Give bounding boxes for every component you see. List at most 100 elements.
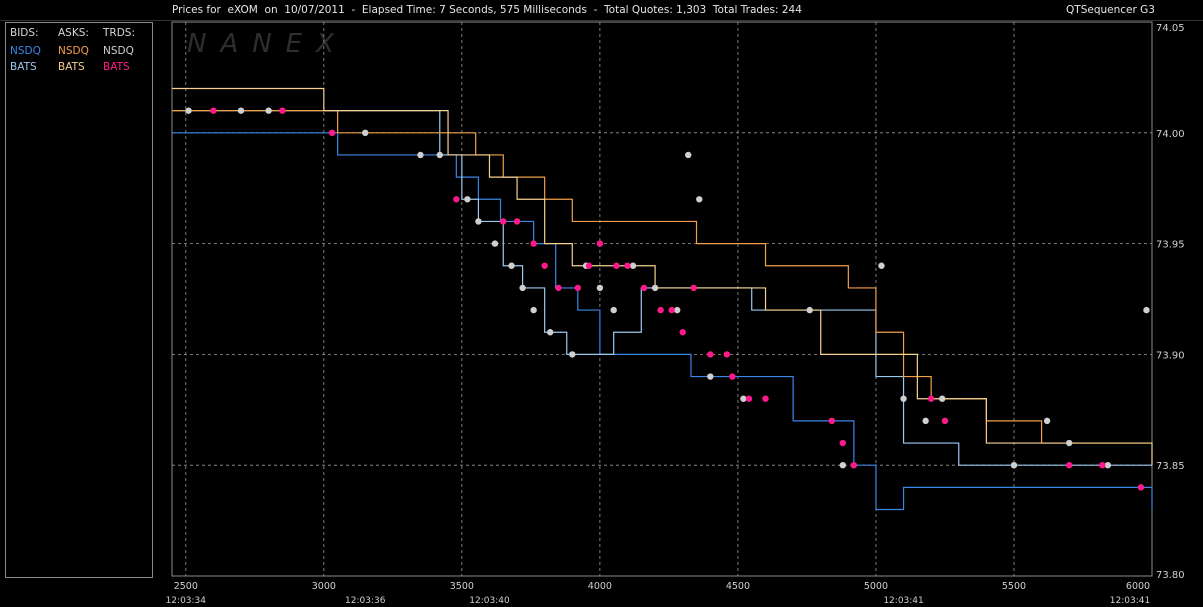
- y-tick-label: 73.85: [1156, 461, 1185, 472]
- trade-point-bats: [1099, 462, 1106, 469]
- trade-point-nsdq: [610, 306, 617, 314]
- trade-point-bats: [707, 351, 714, 358]
- x-tick-label: 4000: [588, 581, 612, 592]
- trade-point-nsdq: [185, 107, 192, 114]
- trade-point-bats: [513, 218, 521, 225]
- trade-point-nsdq: [1010, 462, 1018, 469]
- plot-frame: [171, 21, 1153, 577]
- x-tick-label: 5500: [1002, 581, 1026, 592]
- legend-bid-nsdq: NSDQ: [10, 45, 41, 57]
- trade-point-nsdq: [651, 284, 659, 292]
- trade-point-bats: [679, 329, 686, 336]
- legend-asks-heading: ASKS:: [58, 27, 89, 39]
- trade-point-bats: [279, 107, 286, 114]
- trade-point-bats: [723, 351, 731, 358]
- trade-point-nsdq: [596, 284, 604, 292]
- legend-trd-nsdq: NSDQ: [103, 45, 134, 57]
- x-tick-label: 4500: [726, 581, 750, 592]
- trade-point-nsdq: [1043, 417, 1051, 425]
- trade-point-nsdq: [436, 151, 443, 159]
- legend-panel: BIDS: ASKS: TRDS: NSDQ BATS NSDQ BATS NS…: [5, 22, 153, 578]
- trade-point-nsdq: [237, 107, 245, 114]
- trade-point-bats: [927, 395, 935, 402]
- y-tick-label: 74.00: [1156, 129, 1185, 140]
- trade-point-nsdq: [417, 151, 424, 159]
- trade-point-nsdq: [839, 462, 847, 469]
- series-layer: [172, 87, 1153, 511]
- trade-point-bats: [1137, 484, 1145, 491]
- trade-point-bats: [745, 395, 753, 402]
- trade-point-bats: [762, 395, 769, 402]
- legend-trd-bats: BATS: [103, 61, 130, 73]
- trade-point-nsdq: [1065, 439, 1073, 447]
- trade-point-nsdq: [900, 395, 907, 402]
- trade-point-bats: [690, 284, 697, 292]
- x-tick-label: 2500: [174, 581, 198, 592]
- time-label: 12:03:41: [1110, 596, 1150, 606]
- x-tick-label: 3500: [450, 581, 474, 592]
- trade-point-bats: [839, 439, 847, 447]
- ask-line-bats: [172, 87, 1153, 466]
- trade-point-nsdq: [696, 196, 703, 203]
- x-tick-label: 6000: [1126, 581, 1150, 592]
- trade-point-nsdq: [491, 240, 499, 247]
- trade-point-bats: [596, 240, 604, 247]
- y-tick-label: 73.80: [1156, 570, 1185, 581]
- trade-point-bats: [541, 262, 548, 269]
- trade-point-bats: [729, 373, 736, 380]
- y-tick-label: 74.05: [1156, 23, 1185, 34]
- trade-point-nsdq: [707, 373, 714, 380]
- trade-point-bats: [613, 262, 620, 269]
- trade-point-nsdq: [265, 107, 272, 114]
- trade-point-bats: [210, 107, 217, 114]
- trade-point-bats: [668, 306, 675, 314]
- time-label: 12:03:36: [345, 596, 386, 606]
- trade-point-bats: [555, 284, 562, 292]
- trade-point-nsdq: [530, 306, 537, 314]
- legend-trds-heading: TRDS:: [103, 27, 135, 39]
- trade-point-bats: [657, 306, 664, 314]
- grid-lines: [172, 22, 1152, 576]
- trade-point-bats: [453, 196, 460, 203]
- y-tick-label: 73.95: [1156, 240, 1185, 251]
- time-label: 12:03:34: [166, 596, 207, 606]
- trade-point-nsdq: [1143, 306, 1150, 314]
- trade-point-nsdq: [519, 284, 526, 292]
- trade-point-nsdq: [629, 262, 637, 269]
- legend-ask-nsdq: NSDQ: [58, 45, 89, 57]
- trade-point-bats: [574, 284, 582, 292]
- trade-point-bats: [850, 462, 858, 469]
- trade-point-bats: [500, 218, 507, 225]
- trade-point-nsdq: [922, 417, 929, 425]
- trade-point-nsdq: [685, 151, 692, 159]
- x-tick-label: 3000: [312, 581, 336, 592]
- time-label: 12:03:41: [883, 596, 923, 606]
- trade-point-nsdq: [569, 351, 576, 358]
- trade-point-nsdq: [740, 395, 747, 402]
- watermark: NANEX: [187, 29, 348, 59]
- bid-line-nsdq: [172, 132, 1153, 511]
- trade-point-bats: [530, 240, 537, 247]
- legend-ask-bats: BATS: [58, 61, 85, 73]
- chart-title: Prices for eXOM on 10/07/2011 - Elapsed …: [172, 4, 802, 16]
- trade-point-nsdq: [464, 196, 471, 203]
- trade-point-nsdq: [475, 218, 482, 225]
- trade-point-nsdq: [546, 329, 554, 336]
- trade-point-nsdq: [362, 129, 369, 136]
- legend-bid-bats: BATS: [10, 61, 37, 73]
- trade-layer: [185, 107, 1150, 491]
- axes-layer: 2500 3000 3500 4000 4500 5000 5500 6000 73.80 73.…: [166, 23, 1185, 606]
- trade-point-bats: [640, 284, 648, 292]
- ask-line-nsdq: [172, 110, 1152, 444]
- x-tick-label: 5000: [864, 581, 888, 592]
- trade-point-bats: [1065, 462, 1073, 469]
- trade-point-bats: [328, 129, 336, 136]
- trade-point-bats: [828, 417, 835, 425]
- legend-bids-heading: BIDS:: [10, 27, 39, 39]
- trade-point-bats: [585, 262, 593, 269]
- trade-point-nsdq: [508, 262, 515, 269]
- trade-point-nsdq: [1104, 462, 1112, 469]
- app-name: QTSequencer G3: [1066, 4, 1155, 16]
- time-label: 12:03:40: [469, 596, 510, 606]
- trade-point-nsdq: [878, 262, 885, 269]
